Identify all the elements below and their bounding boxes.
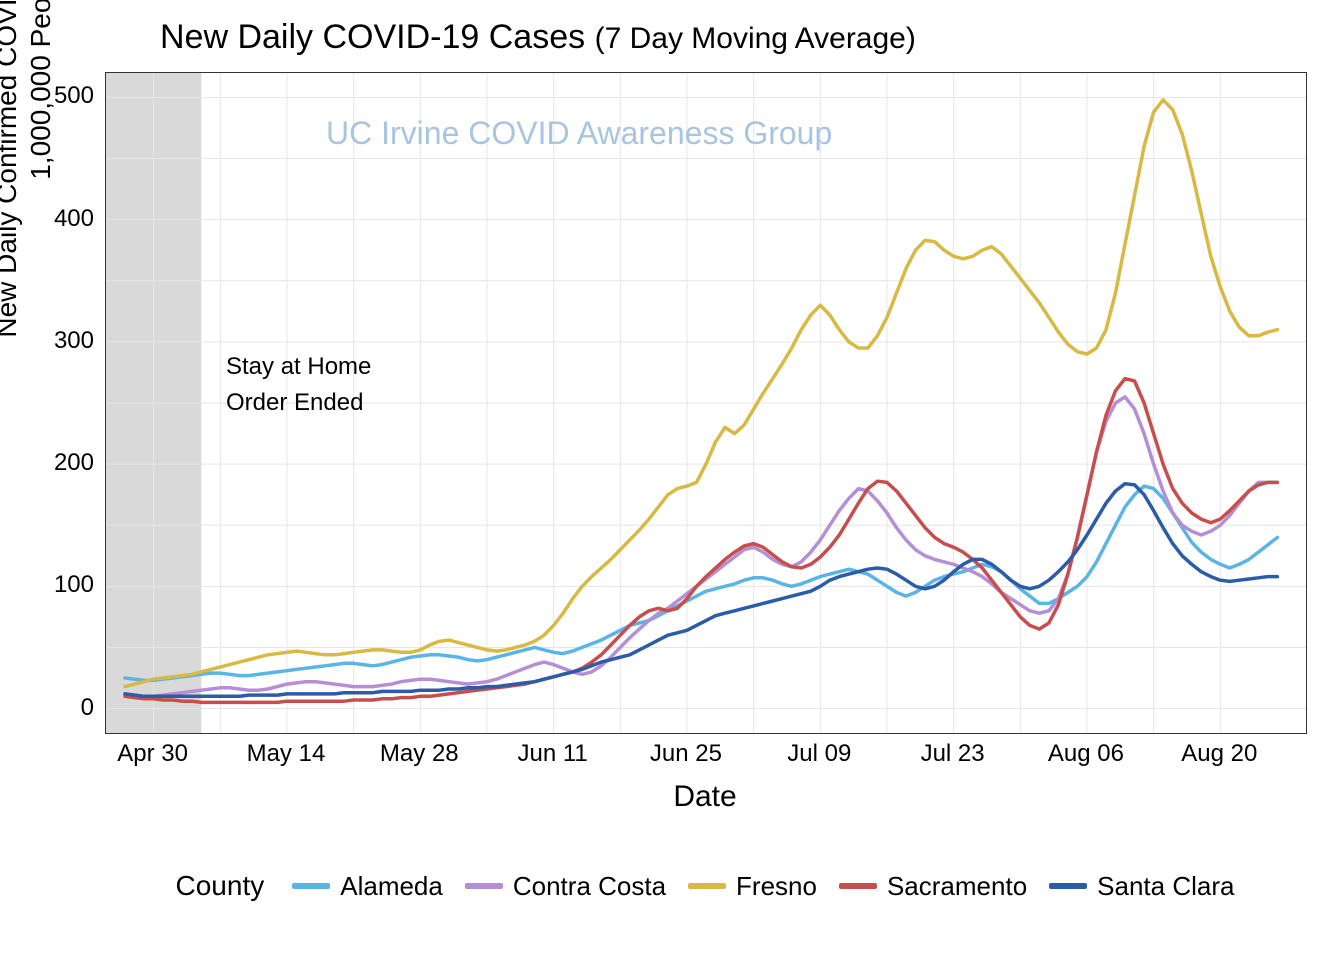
y-tick-label: 0 bbox=[34, 694, 94, 722]
y-tick-label: 100 bbox=[34, 571, 94, 599]
y-tick-label: 200 bbox=[34, 449, 94, 477]
annotation-line2: Order Ended bbox=[226, 389, 363, 416]
y-tick-label: 400 bbox=[34, 205, 94, 233]
y-tick-label: 500 bbox=[34, 82, 94, 110]
y-tick-label: 300 bbox=[34, 327, 94, 355]
legend-label: Santa Clara bbox=[1097, 871, 1234, 902]
x-tick-label: May 28 bbox=[380, 740, 459, 768]
legend-label: Fresno bbox=[736, 871, 817, 902]
title-sub: (7 Day Moving Average) bbox=[595, 22, 916, 55]
y-axis-label-text: New Daily Confirmed COVID-19 Cases per 1… bbox=[0, 0, 56, 338]
x-tick-label: Jun 11 bbox=[517, 740, 587, 768]
x-tick-label: May 14 bbox=[247, 740, 326, 768]
legend-swatch bbox=[465, 883, 503, 889]
x-tick-label: Jul 23 bbox=[921, 740, 985, 768]
x-axis-label: Date bbox=[105, 780, 1305, 814]
x-tick-label: Apr 30 bbox=[117, 740, 188, 768]
legend-item: Sacramento bbox=[839, 871, 1027, 902]
legend-swatch bbox=[1049, 883, 1087, 889]
legend-item: Fresno bbox=[688, 871, 817, 902]
x-tick-label: Jun 25 bbox=[650, 740, 722, 768]
legend-item: Alameda bbox=[292, 871, 443, 902]
legend-title: County bbox=[176, 870, 265, 902]
chart-container: New Daily COVID-19 Cases (7 Day Moving A… bbox=[0, 0, 1344, 960]
legend-swatch bbox=[839, 883, 877, 889]
legend-item: Santa Clara bbox=[1049, 871, 1234, 902]
title-main: New Daily COVID-19 Cases bbox=[160, 18, 585, 56]
legend-label: Contra Costa bbox=[513, 871, 666, 902]
legend-label: Alameda bbox=[340, 871, 443, 902]
x-tick-label: Aug 20 bbox=[1181, 740, 1257, 768]
plot-area: UC Irvine COVID Awareness Group Stay at … bbox=[105, 72, 1307, 734]
watermark-text: UC Irvine COVID Awareness Group bbox=[326, 115, 832, 152]
chart-title: New Daily COVID-19 Cases (7 Day Moving A… bbox=[160, 18, 916, 57]
legend-swatch bbox=[688, 883, 726, 889]
legend-item: Contra Costa bbox=[465, 871, 666, 902]
legend-swatch bbox=[292, 883, 330, 889]
x-tick-label: Aug 06 bbox=[1048, 740, 1124, 768]
stay-home-annotation: Stay at Home Order Ended bbox=[226, 349, 371, 421]
legend: County Alameda Contra Costa Fresno Sacramen… bbox=[105, 870, 1305, 902]
annotation-line1: Stay at Home bbox=[226, 353, 371, 380]
legend-label: Sacramento bbox=[887, 871, 1027, 902]
x-tick-label: Jul 09 bbox=[787, 740, 851, 768]
